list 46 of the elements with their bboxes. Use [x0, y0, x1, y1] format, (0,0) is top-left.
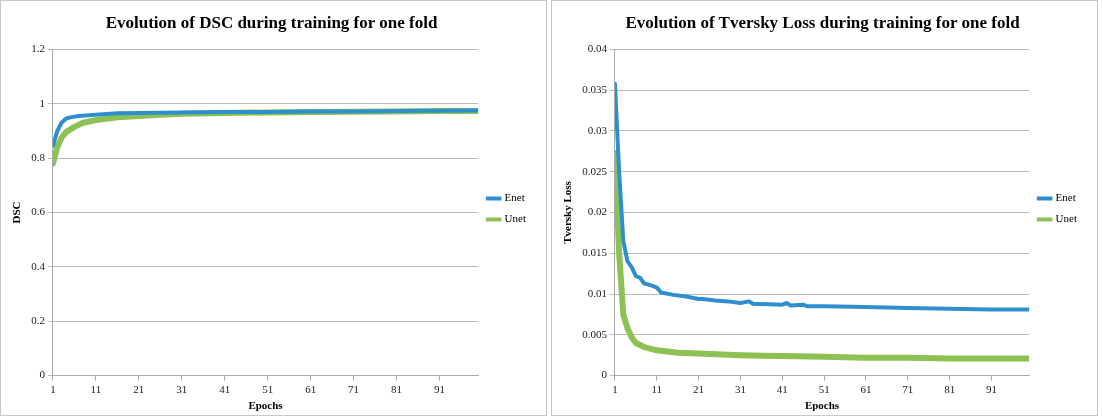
y-tick-label: 0	[39, 368, 46, 381]
y-tick-label: 0.015	[582, 246, 608, 259]
y-tick-label: 0.4	[31, 259, 46, 272]
y-tick-label: 0.02	[587, 205, 607, 218]
x-tick-label: 1	[612, 383, 618, 396]
y-tick-label: 0.025	[582, 164, 608, 177]
legend-label: Enet	[504, 191, 525, 204]
y-axis-title: DSC	[10, 201, 23, 224]
y-tick-label: 0.01	[587, 286, 607, 299]
x-tick-label: 61	[305, 383, 317, 396]
x-tick-label: 11	[651, 383, 663, 396]
legend-label: Enet	[1055, 191, 1076, 204]
x-tick-label: 51	[262, 383, 274, 396]
x-tick-label: 41	[776, 383, 788, 396]
legend-label: Unet	[1055, 212, 1078, 225]
x-tick-label: 81	[391, 383, 403, 396]
y-tick-label: 0.005	[582, 327, 608, 340]
y-tick-label: 0	[601, 368, 608, 381]
x-tick-label: 21	[133, 383, 145, 396]
x-tick-label: 11	[90, 383, 102, 396]
legend-label: Unet	[504, 212, 527, 225]
x-tick-label: 91	[985, 383, 997, 396]
x-tick-label: 91	[433, 383, 445, 396]
x-tick-label: 1	[50, 383, 56, 396]
x-tick-label: 51	[818, 383, 830, 396]
y-tick-label: 0.035	[582, 83, 608, 96]
y-tick-label: 0.6	[31, 205, 46, 218]
y-tick-label: 0.03	[587, 123, 608, 136]
x-tick-label: 31	[734, 383, 746, 396]
chart-title: Evolution of DSC during training for one fold	[105, 12, 438, 32]
x-tick-label: 31	[176, 383, 188, 396]
x-tick-label: 71	[902, 383, 914, 396]
x-tick-label: 71	[348, 383, 360, 396]
y-axis-title: Tversky Loss	[561, 180, 574, 244]
chart-title: Evolution of Tversky Loss during training for one fold	[625, 12, 1021, 32]
y-tick-label: 1.2	[31, 42, 45, 55]
x-tick-label: 21	[693, 383, 705, 396]
y-tick-label: 0.8	[31, 151, 46, 164]
y-tick-label: 1	[39, 96, 45, 109]
y-tick-label: 0.04	[587, 42, 608, 55]
x-tick-label: 81	[944, 383, 956, 396]
x-tick-label: 61	[860, 383, 872, 396]
x-tick-label: 41	[219, 383, 231, 396]
y-tick-label: 0.2	[31, 314, 45, 327]
x-axis-title: Epochs	[804, 399, 840, 412]
x-axis-title: Epochs	[248, 399, 284, 412]
